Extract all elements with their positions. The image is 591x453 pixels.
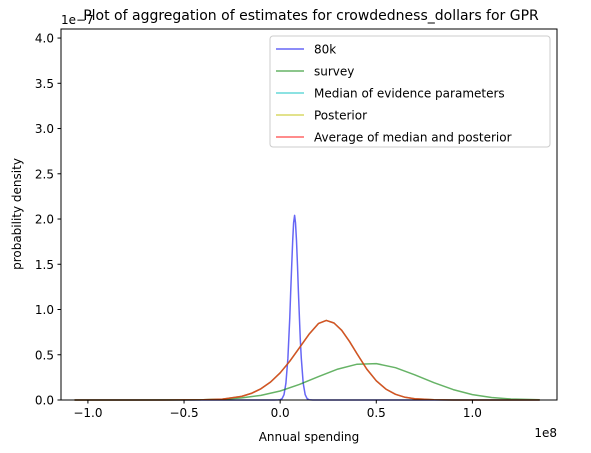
x-axis-label: Annual spending	[259, 430, 360, 444]
legend-label-3: Posterior	[314, 109, 367, 123]
x-tick-label: −0.5	[169, 406, 198, 420]
y-tick-label: 2.5	[35, 167, 54, 181]
x-axis: −1.0 −0.5 0.0 0.5 1.0	[73, 400, 482, 420]
y-tick-label: 2.0	[35, 213, 54, 227]
legend-label-2: Median of evidence parameters	[314, 87, 505, 101]
y-tick-label: 1.5	[35, 258, 54, 272]
y-axis-label: probability density	[10, 158, 24, 270]
y-tick-label: 1.0	[35, 303, 54, 317]
x-tick-label: 0.0	[271, 406, 290, 420]
y-tick-label: 4.0	[35, 32, 54, 46]
legend-label-4: Average of median and posterior	[314, 131, 512, 145]
axes-frame	[60, 28, 558, 401]
y-offset-label: 1e−7	[61, 13, 94, 27]
y-tick-label: 0.5	[35, 348, 54, 362]
x-tick-label: −1.0	[73, 406, 102, 420]
legend-label-0: 80k	[314, 43, 336, 57]
x-tick-label: 0.5	[367, 406, 386, 420]
y-tick-label: 3.5	[35, 77, 54, 91]
chart-title: Plot of aggregation of estimates for cro…	[83, 8, 539, 24]
legend: 80k survey Median of evidence parameters Po…	[269, 35, 551, 148]
y-axis: 0.0 0.5 1.0 1.5 2.0 2.5 3.0 3.5 4.0	[35, 32, 61, 408]
legend-box	[269, 35, 551, 148]
legend-label-1: survey	[314, 65, 354, 79]
y-tick-label: 3.0	[35, 122, 54, 136]
series-line-4	[74, 319, 540, 401]
x-tick-label: 1.0	[463, 406, 482, 420]
x-offset-label: 1e8	[534, 426, 557, 440]
y-tick-label: 0.0	[35, 394, 54, 408]
